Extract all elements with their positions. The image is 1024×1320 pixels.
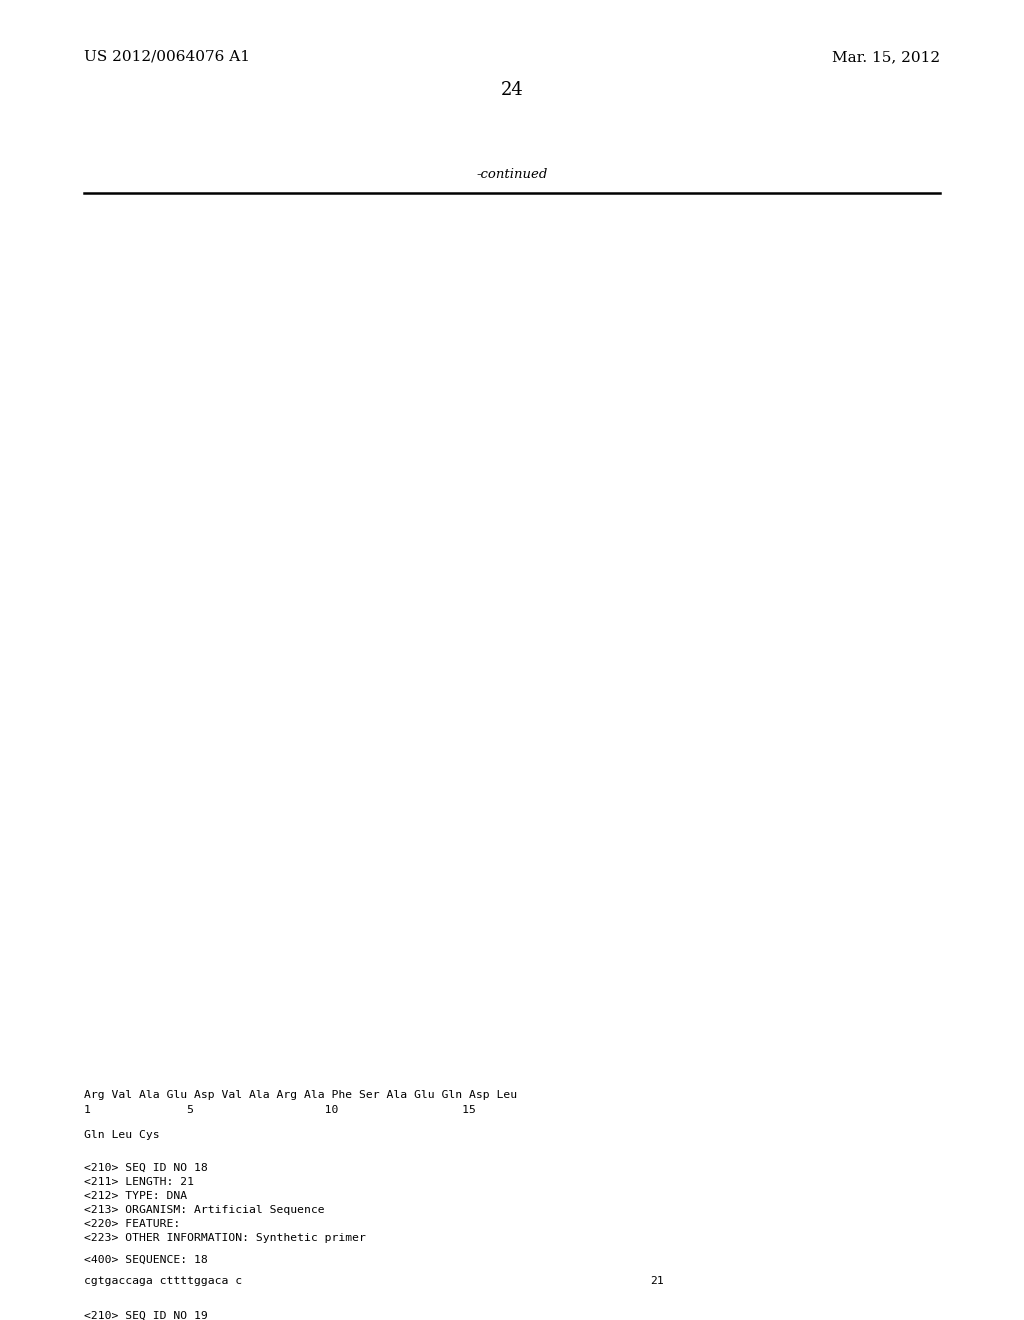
Text: US 2012/0064076 A1: US 2012/0064076 A1 (84, 50, 250, 63)
Text: <213> ORGANISM: Artificial Sequence: <213> ORGANISM: Artificial Sequence (84, 1205, 325, 1214)
Text: -continued: -continued (476, 169, 548, 181)
Text: <210> SEQ ID NO 18: <210> SEQ ID NO 18 (84, 1163, 208, 1173)
Text: <210> SEQ ID NO 19: <210> SEQ ID NO 19 (84, 1311, 208, 1320)
Text: 21: 21 (650, 1276, 664, 1286)
Text: <220> FEATURE:: <220> FEATURE: (84, 1218, 180, 1229)
Text: Gln Leu Cys: Gln Leu Cys (84, 1130, 160, 1140)
Text: <223> OTHER INFORMATION: Synthetic primer: <223> OTHER INFORMATION: Synthetic prime… (84, 1233, 366, 1243)
Text: Mar. 15, 2012: Mar. 15, 2012 (831, 50, 940, 63)
Text: <212> TYPE: DNA: <212> TYPE: DNA (84, 1191, 187, 1201)
Text: cgtgaccaga cttttggaca c: cgtgaccaga cttttggaca c (84, 1276, 242, 1286)
Text: Arg Val Ala Glu Asp Val Ala Arg Ala Phe Ser Ala Glu Gln Asp Leu: Arg Val Ala Glu Asp Val Ala Arg Ala Phe … (84, 1090, 517, 1100)
Text: 24: 24 (501, 81, 523, 99)
Text: <400> SEQUENCE: 18: <400> SEQUENCE: 18 (84, 1255, 208, 1265)
Text: 1              5                   10                  15: 1 5 10 15 (84, 1105, 476, 1115)
Text: <211> LENGTH: 21: <211> LENGTH: 21 (84, 1177, 194, 1187)
